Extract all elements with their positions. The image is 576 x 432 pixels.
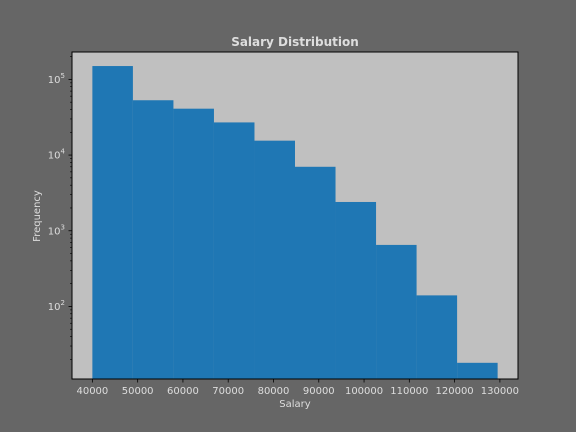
x-tick-label: 40000 xyxy=(76,386,108,397)
y-tick-base: 10 xyxy=(48,226,61,237)
histogram-bar xyxy=(254,141,295,379)
x-tick-label: 100000 xyxy=(345,386,383,397)
y-tick-base: 10 xyxy=(48,151,61,162)
x-tick-label: 80000 xyxy=(258,386,290,397)
histogram-bar xyxy=(295,167,336,379)
x-axis-label: Salary xyxy=(279,399,310,410)
y-tick-exponent: 5 xyxy=(61,72,65,80)
histogram-bar xyxy=(133,100,174,379)
x-tick-label: 130000 xyxy=(481,386,519,397)
x-tick-label: 90000 xyxy=(303,386,335,397)
x-tick-label: 50000 xyxy=(122,386,154,397)
x-tick-label: 70000 xyxy=(212,386,244,397)
histogram-bar xyxy=(457,363,498,379)
y-tick-exponent: 4 xyxy=(61,148,66,156)
histogram-bar xyxy=(214,122,255,379)
histogram-bar xyxy=(417,295,458,379)
y-axis-label: Frequency xyxy=(32,190,43,242)
y-tick-base: 10 xyxy=(48,302,61,313)
histogram-bar xyxy=(376,245,417,379)
histogram-bar xyxy=(173,109,214,379)
x-tick-label: 110000 xyxy=(390,386,428,397)
histogram-bar xyxy=(336,202,377,379)
x-tick-label: 60000 xyxy=(167,386,199,397)
histogram-bar xyxy=(92,66,133,379)
y-tick-exponent: 3 xyxy=(61,223,65,231)
y-tick-base: 10 xyxy=(48,75,61,86)
x-tick-label: 120000 xyxy=(436,386,474,397)
y-tick-exponent: 2 xyxy=(61,299,65,307)
chart-title: Salary Distribution xyxy=(231,35,359,49)
